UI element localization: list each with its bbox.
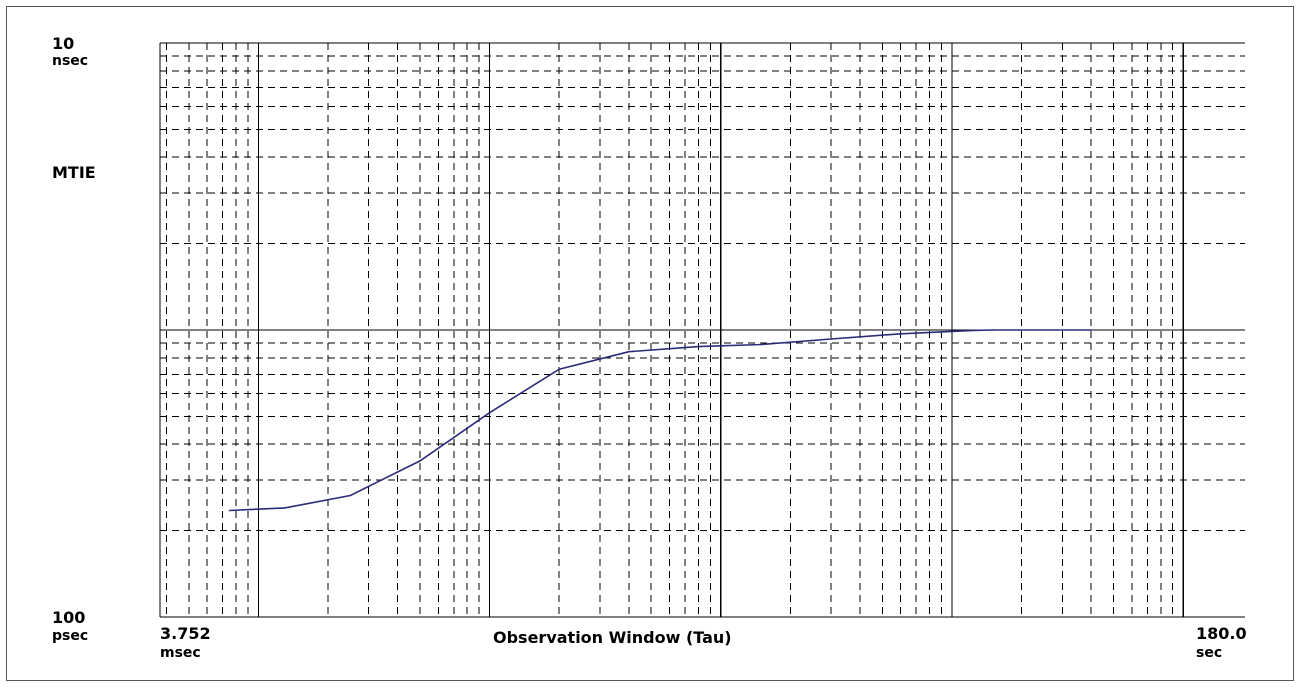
mtie-data-point xyxy=(830,338,832,340)
chart-frame xyxy=(6,6,1294,681)
x-start-unit-label: msec xyxy=(160,645,201,661)
mtie-data-point xyxy=(899,332,902,335)
x-axis-label: Observation Window (Tau) xyxy=(493,628,732,647)
mtie-data-point xyxy=(558,368,561,371)
mtie-data-point xyxy=(760,343,763,346)
y-top-value-label: 10 xyxy=(52,34,75,53)
x-start-value-label: 3.752 xyxy=(160,624,211,643)
mtie-data-point xyxy=(228,509,231,512)
y-top-unit-label: nsec xyxy=(52,53,89,69)
mtie-series-line xyxy=(229,329,1092,512)
mtie-data-point xyxy=(969,329,972,332)
mtie-data-point xyxy=(283,507,286,509)
series-layer xyxy=(228,329,1093,512)
mtie-data-point xyxy=(628,350,630,353)
y-bottom-value-label: 100 xyxy=(52,608,86,627)
mtie-data-point xyxy=(349,494,352,497)
mtie-data-point xyxy=(488,411,491,414)
y-bottom-unit-label: psec xyxy=(52,628,89,644)
mtie-data-point xyxy=(1090,329,1093,331)
x-end-unit-label: sec xyxy=(1196,645,1223,661)
mtie-data-point xyxy=(419,460,421,462)
mtie-data-point xyxy=(697,345,700,348)
minor-grid xyxy=(160,43,1245,617)
y-axis-label: MTIE xyxy=(52,163,96,182)
mtie-data-point xyxy=(991,329,994,331)
x-end-value-label: 180.0 xyxy=(1196,624,1247,643)
